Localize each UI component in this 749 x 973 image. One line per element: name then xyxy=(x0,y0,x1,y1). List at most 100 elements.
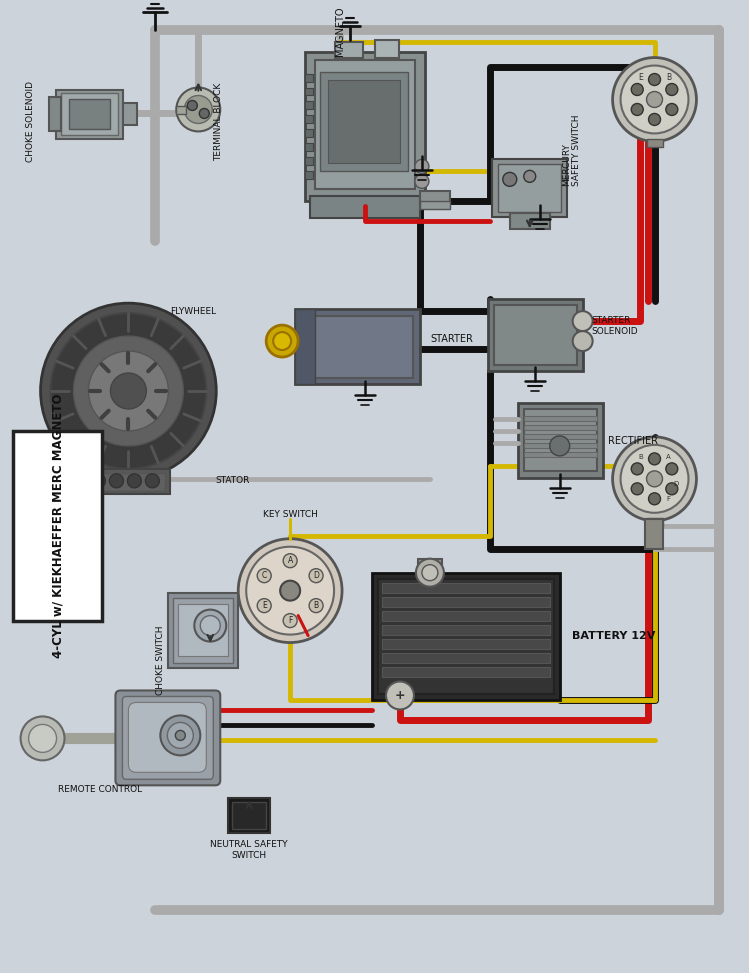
Circle shape xyxy=(184,95,212,124)
Circle shape xyxy=(666,483,678,495)
Circle shape xyxy=(176,88,220,131)
Circle shape xyxy=(167,722,193,748)
Circle shape xyxy=(280,581,300,600)
Bar xyxy=(518,403,603,478)
Circle shape xyxy=(28,725,56,752)
Bar xyxy=(524,443,597,448)
Circle shape xyxy=(649,74,661,86)
Circle shape xyxy=(257,598,271,613)
Text: 4-CYL w/ KIEKHAEFFER MERC MAGNETO: 4-CYL w/ KIEKHAEFFER MERC MAGNETO xyxy=(51,393,64,658)
Bar xyxy=(310,197,420,218)
Text: E: E xyxy=(638,73,643,82)
Bar xyxy=(95,473,166,490)
Bar xyxy=(382,596,550,606)
Circle shape xyxy=(145,474,160,487)
Text: TERMINAL BLOCK: TERMINAL BLOCK xyxy=(213,83,222,162)
Text: CHOKE SWITCH: CHOKE SWITCH xyxy=(156,626,165,695)
Bar xyxy=(305,116,313,124)
Bar xyxy=(68,99,110,129)
Circle shape xyxy=(257,568,271,583)
Text: C: C xyxy=(261,571,267,580)
Bar xyxy=(498,164,561,212)
Bar xyxy=(378,579,554,695)
Text: REMOTE CONTROL: REMOTE CONTROL xyxy=(58,785,142,794)
Circle shape xyxy=(21,716,64,760)
Text: F: F xyxy=(667,496,670,502)
Bar xyxy=(305,52,425,201)
Circle shape xyxy=(649,452,661,465)
Circle shape xyxy=(416,559,444,587)
Circle shape xyxy=(40,304,216,479)
Bar xyxy=(13,431,103,621)
Bar xyxy=(61,93,118,135)
Text: F: F xyxy=(288,616,292,625)
Bar xyxy=(320,72,408,171)
Bar xyxy=(91,469,170,494)
Circle shape xyxy=(524,170,536,182)
Circle shape xyxy=(273,332,291,350)
Text: STATOR: STATOR xyxy=(215,477,249,486)
Circle shape xyxy=(199,108,209,119)
Text: D: D xyxy=(674,481,679,486)
Circle shape xyxy=(550,436,570,456)
Text: CHOKE SOLENOID: CHOKE SOLENOID xyxy=(26,81,35,162)
FancyBboxPatch shape xyxy=(122,697,213,779)
Bar xyxy=(418,559,442,575)
Circle shape xyxy=(266,325,298,357)
Bar xyxy=(382,611,550,621)
Bar xyxy=(645,519,663,549)
Bar xyxy=(524,434,597,439)
Bar xyxy=(524,415,597,421)
Text: RECTIFIER: RECTIFIER xyxy=(607,436,658,446)
Circle shape xyxy=(238,539,342,642)
Bar xyxy=(524,409,597,471)
Circle shape xyxy=(631,463,643,475)
Circle shape xyxy=(110,373,146,409)
Bar xyxy=(295,309,420,384)
Circle shape xyxy=(187,100,197,111)
Circle shape xyxy=(127,474,142,487)
Bar xyxy=(305,129,313,137)
Bar xyxy=(305,74,313,82)
Circle shape xyxy=(573,331,592,351)
Circle shape xyxy=(283,614,297,628)
Bar xyxy=(375,40,399,57)
Bar xyxy=(228,798,270,833)
Bar xyxy=(55,90,124,139)
Bar xyxy=(524,451,597,457)
Circle shape xyxy=(666,463,678,475)
Bar xyxy=(315,59,415,190)
Bar xyxy=(328,80,400,163)
Circle shape xyxy=(621,445,688,513)
Bar xyxy=(420,192,450,209)
Circle shape xyxy=(613,437,697,521)
Circle shape xyxy=(422,564,438,581)
Bar xyxy=(335,42,363,57)
Circle shape xyxy=(666,84,678,95)
Circle shape xyxy=(309,568,323,583)
Bar xyxy=(173,597,233,663)
Text: KEY SWITCH: KEY SWITCH xyxy=(263,510,318,519)
Bar xyxy=(524,425,597,430)
Text: A: A xyxy=(666,453,671,460)
Bar xyxy=(124,103,137,126)
Text: MERCURY
SAFETY SWITCH: MERCURY SAFETY SWITCH xyxy=(562,115,581,187)
Circle shape xyxy=(415,174,429,189)
Bar xyxy=(305,88,313,95)
Bar xyxy=(303,316,413,378)
Circle shape xyxy=(631,84,643,95)
Circle shape xyxy=(88,351,169,431)
Circle shape xyxy=(613,57,697,141)
Circle shape xyxy=(415,160,429,173)
Bar xyxy=(169,593,238,667)
Text: FLYWHEEL: FLYWHEEL xyxy=(170,306,216,315)
Bar xyxy=(305,171,313,179)
Circle shape xyxy=(109,474,124,487)
FancyBboxPatch shape xyxy=(128,703,206,773)
Circle shape xyxy=(175,731,185,740)
Bar xyxy=(49,97,61,131)
Circle shape xyxy=(631,103,643,116)
Text: +: + xyxy=(395,689,405,702)
Circle shape xyxy=(631,483,643,495)
Bar xyxy=(382,653,550,663)
